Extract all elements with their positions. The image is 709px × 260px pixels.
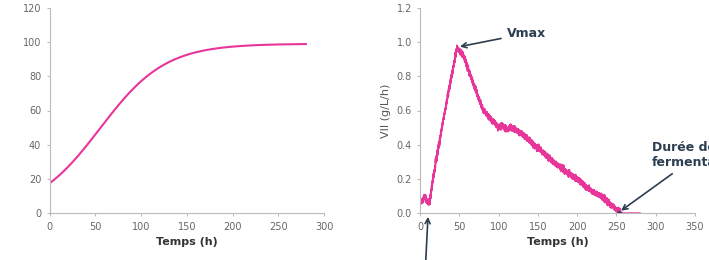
X-axis label: Temps (h): Temps (h) xyxy=(156,237,218,247)
Y-axis label: VII (g/L/h): VII (g/L/h) xyxy=(381,83,391,138)
Text: Phase de latence: Phase de latence xyxy=(364,219,484,260)
Text: Vmax: Vmax xyxy=(462,27,546,48)
Text: Durée de
fermentation: Durée de fermentation xyxy=(623,141,709,210)
X-axis label: Temps (h): Temps (h) xyxy=(527,237,588,247)
